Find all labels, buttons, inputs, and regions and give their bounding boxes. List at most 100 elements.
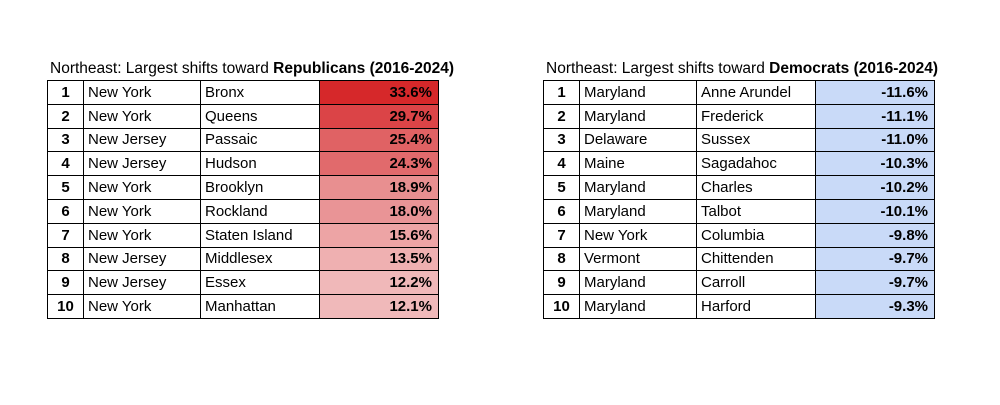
state-cell: Maryland (579, 103, 697, 129)
county-cell: Chittenden (696, 246, 816, 272)
county-cell: Sagadahoc (696, 151, 816, 177)
table-row: 1 New York Bronx 33.6% (47, 80, 439, 105)
rank-cell: 3 (47, 127, 84, 153)
county-cell: Sussex (696, 127, 816, 153)
title-bold: Democrats (2016-2024) (769, 60, 939, 77)
state-cell: New York (83, 222, 201, 248)
democrat-shift-table: 1 Maryland Anne Arundel -11.6% 2 Maryland Fred… (543, 80, 935, 319)
county-cell: Columbia (696, 222, 816, 248)
rank-cell: 6 (47, 198, 84, 224)
state-cell: New Jersey (83, 127, 201, 153)
republican-table-title: Northeast: Largest shifts toward Republi… (50, 58, 454, 80)
county-cell: Essex (200, 270, 320, 296)
state-cell: Maryland (579, 80, 697, 105)
shift-cell: 18.9% (319, 175, 439, 200)
county-cell: Manhattan (200, 294, 320, 319)
county-cell: Rockland (200, 198, 320, 224)
table-row: 3 Delaware Sussex -11.0% (543, 127, 935, 153)
state-cell: New Jersey (83, 151, 201, 177)
shift-cell: -11.1% (815, 103, 935, 129)
rank-cell: 8 (543, 246, 580, 272)
county-cell: Passaic (200, 127, 320, 153)
table-row: 6 New York Rockland 18.0% (47, 198, 439, 224)
shift-cell: 12.1% (319, 294, 439, 319)
table-row: 6 Maryland Talbot -10.1% (543, 198, 935, 224)
table-row: 2 Maryland Frederick -11.1% (543, 103, 935, 129)
democrat-table-title: Northeast: Largest shifts toward Democra… (546, 58, 938, 80)
rank-cell: 9 (47, 270, 84, 296)
rank-cell: 10 (47, 294, 84, 319)
county-cell: Carroll (696, 270, 816, 296)
state-cell: New Jersey (83, 246, 201, 272)
table-row: 7 New York Staten Island 15.6% (47, 222, 439, 248)
rank-cell: 8 (47, 246, 84, 272)
rank-cell: 2 (543, 103, 580, 129)
shift-cell: -9.3% (815, 294, 935, 319)
county-cell: Queens (200, 103, 320, 129)
table-row: 10 Maryland Harford -9.3% (543, 294, 935, 319)
table-row: 7 New York Columbia -9.8% (543, 222, 935, 248)
shift-cell: -10.2% (815, 175, 935, 200)
state-cell: New York (83, 294, 201, 319)
rank-cell: 5 (543, 175, 580, 200)
rank-cell: 7 (47, 222, 84, 248)
rank-cell: 3 (543, 127, 580, 153)
table-row: 8 New Jersey Middlesex 13.5% (47, 246, 439, 272)
state-cell: Maine (579, 151, 697, 177)
shift-cell: -9.7% (815, 246, 935, 272)
shift-cell: 24.3% (319, 151, 439, 177)
title-bold: Republicans (2016-2024) (273, 60, 455, 77)
table-row: 4 Maine Sagadahoc -10.3% (543, 151, 935, 177)
county-cell: Hudson (200, 151, 320, 177)
state-cell: New Jersey (83, 270, 201, 296)
county-cell: Brooklyn (200, 175, 320, 200)
shift-cell: 33.6% (319, 80, 439, 105)
county-cell: Charles (696, 175, 816, 200)
table-body: 1 Maryland Anne Arundel -11.6% 2 Maryland Fred… (543, 80, 935, 319)
shift-cell: 25.4% (319, 127, 439, 153)
rank-cell: 9 (543, 270, 580, 296)
title-prefix: Northeast: Largest shifts toward (50, 60, 274, 77)
county-cell: Bronx (200, 80, 320, 105)
table-row: 5 New York Brooklyn 18.9% (47, 175, 439, 200)
table-row: 4 New Jersey Hudson 24.3% (47, 151, 439, 177)
state-cell: Maryland (579, 294, 697, 319)
table-row: 8 Vermont Chittenden -9.7% (543, 246, 935, 272)
rank-cell: 5 (47, 175, 84, 200)
shift-cell: 13.5% (319, 246, 439, 272)
state-cell: Maryland (579, 270, 697, 296)
rank-cell: 1 (47, 80, 84, 105)
state-cell: New York (83, 80, 201, 105)
table-row: 1 Maryland Anne Arundel -11.6% (543, 80, 935, 105)
county-cell: Frederick (696, 103, 816, 129)
shift-cell: 12.2% (319, 270, 439, 296)
table-row: 9 New Jersey Essex 12.2% (47, 270, 439, 296)
republican-shift-table: 1 New York Bronx 33.6% 2 New York Queens 29.7% 3… (47, 80, 439, 319)
state-cell: Delaware (579, 127, 697, 153)
shift-cell: -11.0% (815, 127, 935, 153)
shift-cell: 15.6% (319, 222, 439, 248)
state-cell: Maryland (579, 175, 697, 200)
county-cell: Talbot (696, 198, 816, 224)
shift-cell: -9.7% (815, 270, 935, 296)
state-cell: Maryland (579, 198, 697, 224)
state-cell: Vermont (579, 246, 697, 272)
county-cell: Middlesex (200, 246, 320, 272)
shift-cell: -9.8% (815, 222, 935, 248)
rank-cell: 6 (543, 198, 580, 224)
title-prefix: Northeast: Largest shifts toward (546, 60, 770, 77)
rank-cell: 1 (543, 80, 580, 105)
rank-cell: 10 (543, 294, 580, 319)
table-row: 5 Maryland Charles -10.2% (543, 175, 935, 200)
table-row: 9 Maryland Carroll -9.7% (543, 270, 935, 296)
state-cell: New York (579, 222, 697, 248)
rank-cell: 4 (47, 151, 84, 177)
democrat-shift-panel: Northeast: Largest shifts toward Democra… (543, 58, 938, 319)
table-row: 3 New Jersey Passaic 25.4% (47, 127, 439, 153)
table-row: 10 New York Manhattan 12.1% (47, 294, 439, 319)
rank-cell: 2 (47, 103, 84, 129)
state-cell: New York (83, 103, 201, 129)
rank-cell: 7 (543, 222, 580, 248)
shift-cell: -10.3% (815, 151, 935, 177)
rank-cell: 4 (543, 151, 580, 177)
